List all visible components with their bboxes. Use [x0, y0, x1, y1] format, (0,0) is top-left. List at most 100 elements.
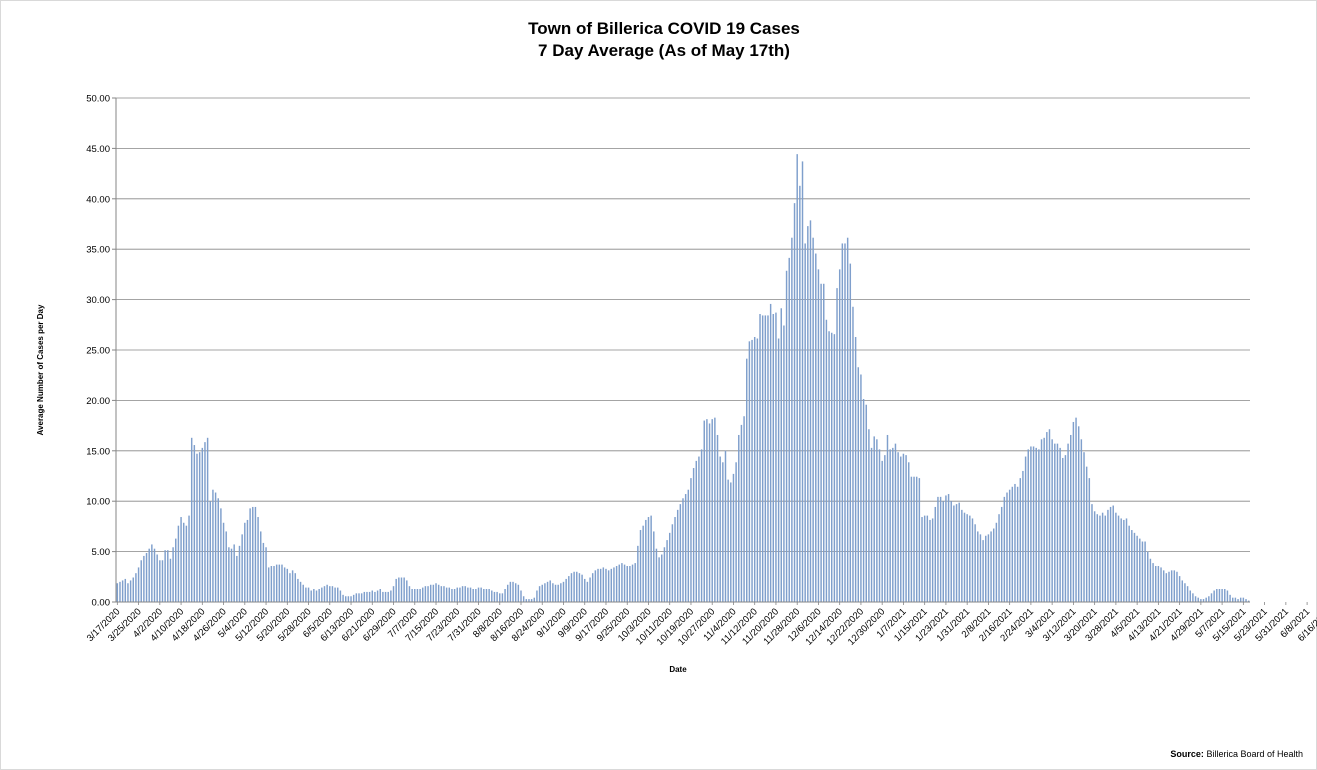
bar — [530, 599, 533, 602]
bar — [549, 580, 551, 602]
bar — [512, 581, 514, 602]
bar — [254, 506, 257, 602]
bar — [690, 478, 692, 602]
bar — [167, 550, 169, 602]
bar — [148, 548, 150, 602]
bar — [1128, 525, 1130, 602]
bar — [908, 462, 910, 602]
bar — [860, 374, 862, 602]
bar — [661, 554, 663, 602]
bar — [538, 586, 541, 602]
bar — [799, 185, 801, 603]
bar — [557, 584, 559, 602]
bar — [950, 501, 952, 602]
bar — [668, 532, 671, 602]
bar — [244, 522, 246, 602]
bar — [1144, 541, 1146, 602]
bar — [730, 482, 732, 602]
bar — [124, 578, 127, 602]
bar — [650, 515, 652, 602]
bar — [129, 580, 132, 602]
bar — [573, 571, 575, 602]
bar — [703, 420, 705, 602]
bar — [1051, 439, 1053, 602]
bar — [597, 568, 599, 602]
bar — [1157, 566, 1160, 602]
bar — [376, 590, 379, 602]
bar — [464, 586, 466, 602]
bar — [520, 590, 522, 602]
bar — [1120, 518, 1122, 602]
bar — [1184, 583, 1186, 602]
bar — [1247, 600, 1250, 602]
bar — [533, 597, 536, 602]
bar — [1056, 443, 1059, 602]
bar — [238, 545, 241, 602]
bar — [674, 517, 676, 602]
bar — [910, 476, 913, 602]
y-tick-label: 0.00 — [92, 598, 111, 609]
bar — [132, 577, 134, 602]
bar — [1014, 483, 1016, 602]
bar — [406, 580, 408, 602]
bar — [1194, 596, 1197, 602]
bar — [461, 586, 464, 602]
bar — [488, 589, 490, 602]
y-tick-label: 25.00 — [86, 346, 110, 357]
bar — [119, 581, 121, 602]
y-tick-label: 40.00 — [86, 194, 110, 205]
bar — [1104, 515, 1106, 602]
bar — [368, 591, 371, 602]
bar — [217, 498, 219, 602]
bar — [214, 492, 217, 602]
bar — [1178, 576, 1181, 602]
bar — [501, 593, 504, 602]
bar — [777, 338, 780, 602]
bar — [759, 314, 761, 602]
bar — [568, 576, 570, 602]
bar — [698, 456, 700, 602]
bar — [823, 283, 825, 602]
bar — [623, 564, 626, 602]
bar — [918, 478, 921, 602]
bar — [1075, 417, 1077, 602]
bar — [204, 442, 206, 602]
bar — [344, 596, 347, 602]
bar — [1006, 492, 1008, 602]
bar — [653, 531, 655, 602]
bar — [355, 593, 358, 602]
bar — [185, 525, 188, 602]
bar — [1149, 558, 1152, 602]
bar — [1096, 514, 1099, 602]
bar — [1027, 449, 1029, 602]
bar — [985, 535, 987, 602]
bar — [371, 590, 374, 602]
y-tick-label: 5.00 — [92, 547, 111, 558]
x-axis-title: Date — [669, 665, 687, 674]
bar — [695, 460, 698, 602]
bar — [576, 571, 578, 602]
bar — [1038, 449, 1040, 602]
bar — [613, 567, 615, 602]
bar — [424, 586, 427, 602]
bar — [514, 583, 517, 602]
bar — [738, 434, 740, 602]
bar — [161, 560, 164, 602]
bar — [748, 341, 751, 602]
bar — [626, 566, 628, 602]
bar — [156, 554, 158, 602]
bar — [1202, 599, 1205, 602]
bar — [169, 558, 172, 602]
bar — [1160, 567, 1162, 602]
bar — [881, 460, 883, 602]
bar — [775, 312, 777, 602]
bar — [897, 452, 899, 602]
bar — [878, 449, 881, 602]
bar — [578, 573, 581, 602]
bar — [536, 590, 538, 602]
bar — [1165, 573, 1168, 602]
bar — [267, 567, 270, 602]
bar — [1109, 506, 1112, 602]
y-tick-label: 30.00 — [86, 295, 110, 306]
